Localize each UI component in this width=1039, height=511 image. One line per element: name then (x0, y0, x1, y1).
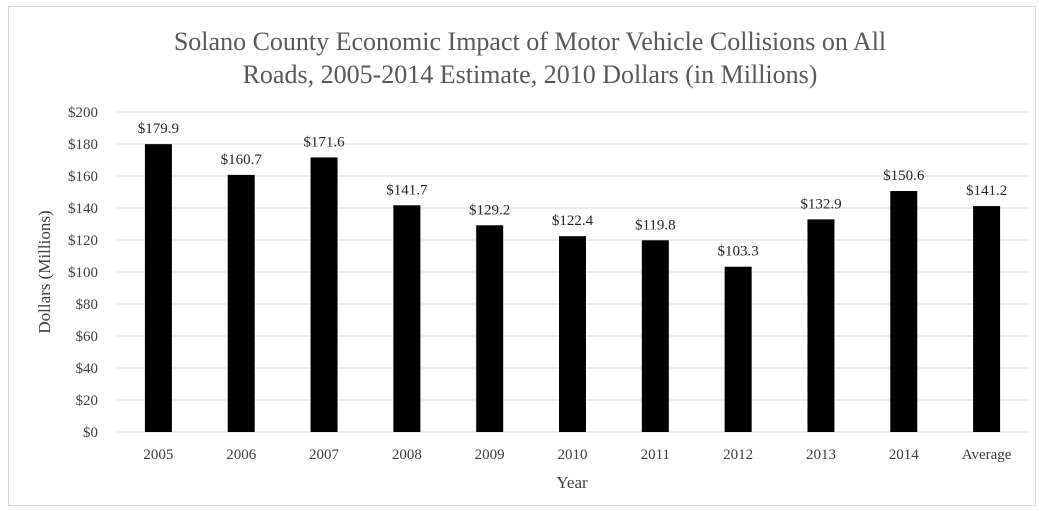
x-tick-label: 2012 (723, 447, 753, 463)
y-tick-label: $200 (68, 105, 98, 121)
x-tick-label: 2005 (143, 447, 173, 463)
data-label: $150.6 (883, 168, 925, 184)
y-tick-label: $40 (76, 361, 99, 377)
data-label: $103.3 (718, 244, 759, 260)
bar (973, 206, 1001, 432)
data-label: $141.7 (386, 182, 428, 198)
bar (227, 174, 255, 432)
x-tick-label: 2013 (806, 447, 836, 463)
data-label: $129.2 (469, 202, 510, 218)
data-labels: $179.9 $160.7 $171.6 $141.7 $129.2 $122.4 $119… (138, 121, 1007, 260)
data-label: $132.9 (800, 196, 841, 212)
chart-title-line-2: Roads, 2005-2014 Estimate, 2010 Dollars … (243, 60, 818, 89)
y-tick-label: $180 (68, 137, 98, 153)
bars (144, 144, 1001, 432)
bar (807, 219, 835, 432)
x-axis-ticks: 2005 2006 2007 2008 2009 2010 2011 2012 2013 2014… (143, 447, 1011, 463)
chart-frame (8, 6, 1036, 506)
y-tick-label: $0 (83, 425, 98, 441)
x-tick-label: 2009 (475, 447, 505, 463)
x-axis-title: Year (556, 473, 588, 492)
data-label: $160.7 (221, 152, 263, 168)
y-tick-label: $120 (68, 233, 98, 249)
y-tick-label: $100 (68, 265, 98, 281)
bar (144, 144, 172, 432)
bar (310, 157, 338, 432)
x-tick-label: Average (962, 447, 1012, 463)
y-tick-label: $20 (76, 393, 99, 409)
chart-title-line-1: Solano County Economic Impact of Motor V… (174, 27, 886, 56)
y-tick-label: $60 (76, 329, 99, 345)
y-tick-label: $160 (68, 169, 98, 185)
bar (476, 225, 504, 432)
y-tick-label: $140 (68, 201, 98, 217)
x-tick-label: 2007 (309, 447, 340, 463)
bar (559, 236, 586, 432)
y-axis-title: Dollars (Millions) (35, 210, 54, 333)
x-tick-label: 2006 (226, 447, 257, 463)
data-label: $179.9 (138, 121, 179, 137)
bar (890, 191, 918, 432)
gridlines (117, 111, 1028, 433)
data-label: $171.6 (303, 134, 345, 150)
data-label: $141.2 (966, 183, 1007, 199)
x-tick-label: 2011 (641, 447, 670, 463)
x-tick-label: 2010 (558, 447, 588, 463)
x-tick-label: 2008 (392, 447, 422, 463)
bar (641, 240, 669, 432)
x-tick-label: 2014 (889, 447, 920, 463)
bar (724, 266, 752, 432)
data-label: $122.4 (552, 213, 594, 229)
y-axis-ticks: $0 $20 $40 $60 $80 $100 $120 $140 $160 $180 $200 (68, 105, 98, 441)
data-label: $119.8 (635, 217, 676, 233)
bar (393, 205, 421, 432)
y-tick-label: $80 (76, 297, 99, 313)
